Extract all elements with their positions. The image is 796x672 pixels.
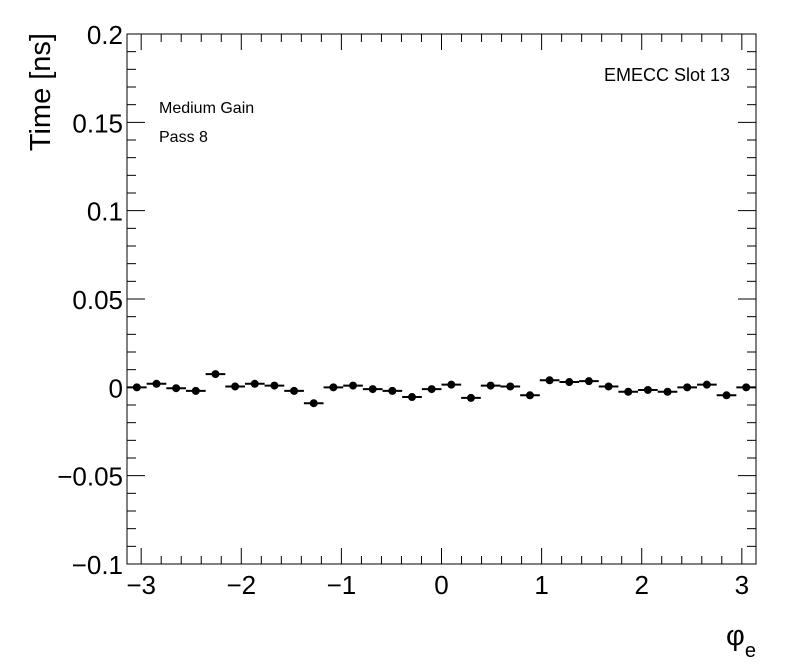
gain-annotation: Medium Gain [159,100,254,117]
data-marker [152,379,161,388]
data-point [618,387,639,396]
data-marker [231,382,240,391]
data-point [657,387,678,396]
data-marker [466,393,475,402]
data-point [421,385,442,394]
data-marker [565,378,574,387]
data-marker [624,387,633,396]
data-point [579,377,599,386]
data-marker [447,380,456,389]
data-point [185,386,206,395]
data-marker [368,385,377,394]
data-point [225,382,245,391]
x-tick-label: −3 [126,570,156,600]
data-point [402,393,422,402]
data-marker [290,386,299,395]
data-marker [427,385,436,394]
data-marker [584,377,593,386]
y-tick-label: 0 [109,373,123,403]
x-tick-label: 0 [434,570,448,600]
axis-tick-labels: −3 −2 −1 0 1 2 3 −0.1 −0.05 0 0.05 0.1 0.15 0.2 [57,20,749,600]
data-marker [702,380,711,389]
data-point [638,385,658,394]
data-point [382,386,403,395]
data-marker [742,383,751,392]
data-point [146,379,167,388]
data-marker [132,383,141,392]
data-point [598,382,619,391]
data-marker [270,381,279,390]
data-point [461,393,481,402]
data-point [166,384,186,393]
data-marker [604,382,613,391]
data-point [323,383,344,392]
y-tick-label: −0.05 [57,462,123,492]
x-tick-label: 1 [534,570,548,600]
data-point [500,382,521,391]
data-point [362,385,383,394]
data-marker [349,381,358,390]
data-point [303,399,324,408]
data-marker [191,386,200,395]
x-tick-label: −1 [327,570,357,600]
data-point [244,379,265,388]
data-marker [211,370,220,379]
data-point [343,381,363,390]
data-point [520,391,540,400]
data-marker [486,381,495,390]
y-axis-label: Time [ns] [25,33,57,151]
x-axis-label-subscript: e [745,640,756,662]
data-point [736,383,756,392]
data-marker [250,379,259,388]
data-marker [388,386,397,395]
x-tick-label: 2 [634,570,648,600]
data-marker [525,391,534,400]
y-tick-label: 0.15 [72,108,123,138]
data-marker [408,393,417,402]
data-marker [172,384,181,393]
data-points [127,370,756,408]
data-marker [506,382,515,391]
pass-annotation: Pass 8 [159,129,208,146]
data-marker [545,376,554,385]
data-marker [722,391,731,400]
data-point [284,386,304,395]
data-point [539,376,560,385]
x-axis-label-symbol: φ [726,620,745,652]
y-tick-label: 0.1 [87,197,123,227]
data-marker [643,385,652,394]
data-marker [329,383,338,392]
y-tick-label: −0.1 [72,550,123,580]
x-tick-label: −2 [226,570,256,600]
data-marker [683,383,692,392]
x-axis-label: φe [726,620,756,662]
x-tick-label: 3 [735,570,749,600]
data-marker [663,387,672,396]
data-point [127,383,147,392]
data-point [677,383,698,392]
y-tick-label: 0.05 [72,285,123,315]
y-tick-label: 0.2 [87,20,123,50]
data-point [697,380,717,389]
data-point [205,370,226,379]
data-point [716,391,737,400]
data-marker [309,399,318,408]
data-point [264,381,285,390]
data-point [559,378,580,387]
data-point [441,380,462,389]
data-point [480,381,501,390]
slot-annotation: EMECC Slot 13 [604,65,730,85]
